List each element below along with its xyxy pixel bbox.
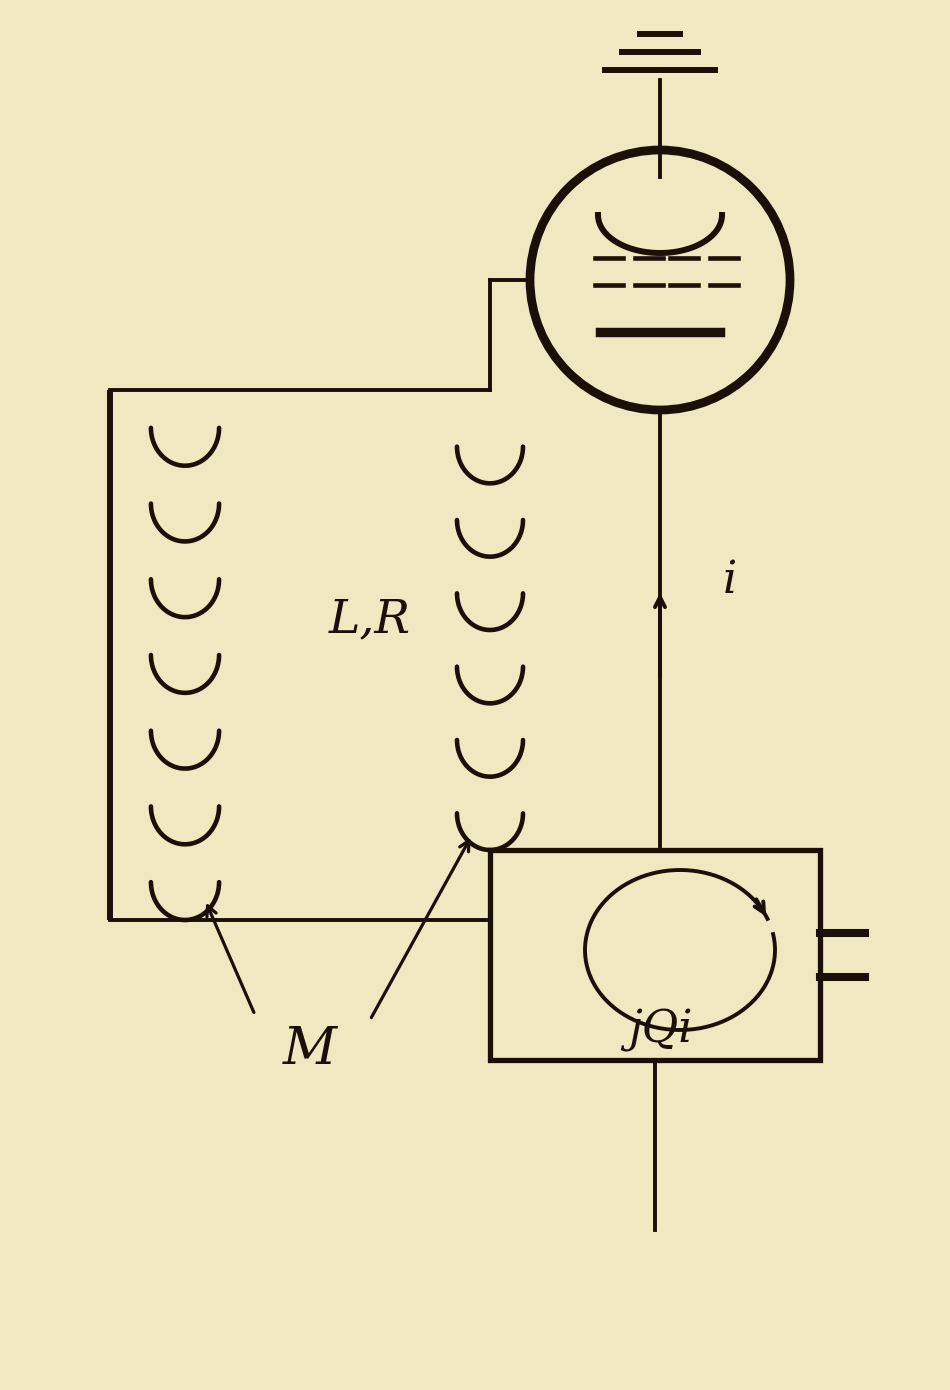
Text: jQi: jQi [628, 1008, 693, 1052]
Text: i: i [723, 559, 737, 602]
Text: L,R: L,R [329, 598, 411, 642]
Bar [490, 851, 820, 1061]
Text: M: M [283, 1024, 337, 1076]
